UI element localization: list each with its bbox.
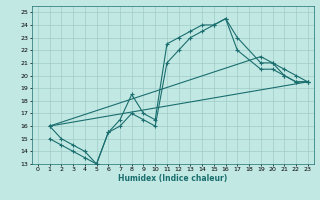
X-axis label: Humidex (Indice chaleur): Humidex (Indice chaleur) [118, 174, 228, 183]
